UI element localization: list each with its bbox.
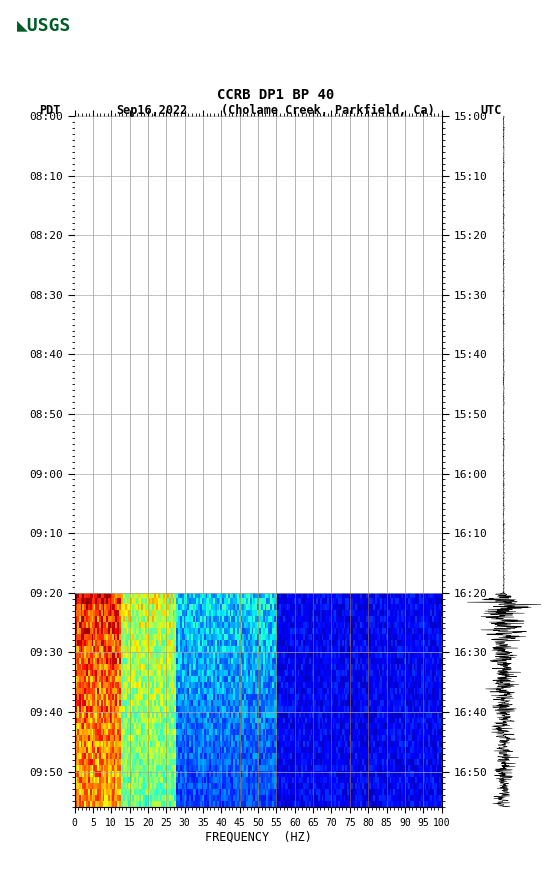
Text: ◣USGS: ◣USGS bbox=[17, 16, 71, 34]
X-axis label: FREQUENCY  (HZ): FREQUENCY (HZ) bbox=[205, 830, 311, 844]
Text: (Cholame Creek, Parkfield, Ca): (Cholame Creek, Parkfield, Ca) bbox=[221, 104, 434, 117]
Text: CCRB DP1 BP 40: CCRB DP1 BP 40 bbox=[217, 88, 335, 103]
Text: PDT: PDT bbox=[39, 104, 60, 117]
Text: UTC: UTC bbox=[480, 104, 502, 117]
Text: Sep16,2022: Sep16,2022 bbox=[116, 104, 187, 117]
Bar bbox=[75, 116, 442, 592]
